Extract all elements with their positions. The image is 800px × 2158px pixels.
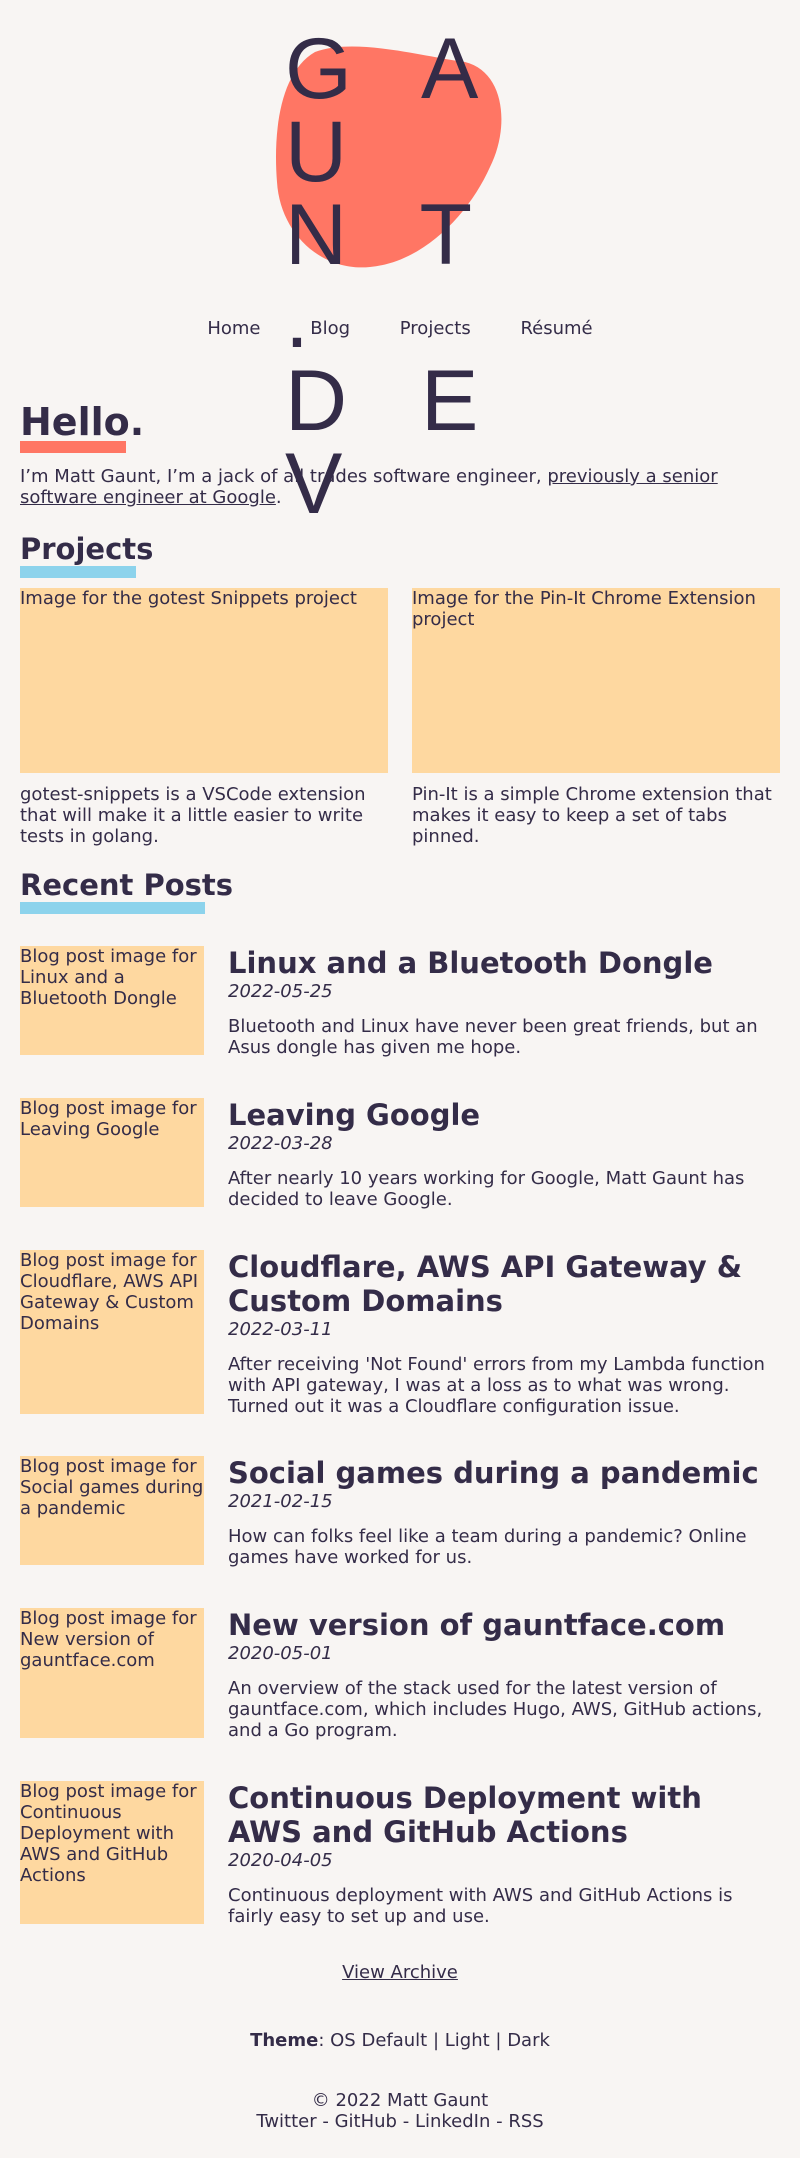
hello-heading: Hello. — [20, 400, 145, 444]
nav-resume[interactable]: Résumé — [520, 318, 593, 339]
post-title[interactable]: Leaving Google — [228, 1098, 481, 1132]
google-link[interactable]: previously a senior software engineer at… — [20, 466, 718, 508]
post-description: After nearly 10 years working for Google… — [228, 1168, 745, 1210]
theme-separator: | — [489, 2030, 508, 2051]
social-links: Twitter - GitHub - LinkedIn - RSS — [0, 2111, 800, 2132]
post-title[interactable]: Social games during a pandemic — [228, 1456, 759, 1490]
project-card[interactable]: Image for the Pin-It Chrome Extension pr… — [412, 588, 780, 847]
project-description: gotest-snippets is a VSCode extension th… — [20, 784, 366, 847]
post-description: An overview of the stack used for the la… — [228, 1678, 763, 1741]
logo-line-2: N T . — [285, 187, 496, 366]
post-date: 2020-05-01 — [228, 1643, 333, 1664]
projects-underline — [20, 566, 136, 578]
logo-line-3: D E V — [285, 353, 504, 532]
intro-end: . — [275, 487, 282, 508]
archive-section: View Archive — [0, 1962, 800, 1983]
site-footer: © 2022 Matt Gaunt Twitter - GitHub - Lin… — [0, 2090, 800, 2132]
github-link[interactable]: GitHub — [334, 2111, 397, 2132]
main-nav: Home Blog Projects Résumé — [0, 318, 800, 339]
post-title[interactable]: New version of gauntface.com — [228, 1608, 726, 1642]
logo-blob-shape — [275, 46, 502, 268]
hello-underline — [20, 441, 126, 453]
post-image[interactable]: Blog post image for Cloudflare, AWS API … — [20, 1250, 204, 1414]
twitter-link[interactable]: Twitter — [256, 2111, 317, 2132]
post-image[interactable]: Blog post image for Leaving Google — [20, 1098, 204, 1207]
post-title[interactable]: Continuous Deployment with AWS and GitHu… — [228, 1781, 702, 1849]
footer-separator: - — [490, 2111, 509, 2132]
footer-separator: - — [396, 2111, 415, 2132]
theme-label: Theme — [250, 2030, 319, 2051]
post-date: 2022-03-28 — [228, 1133, 333, 1154]
post-image[interactable]: Blog post image for New version of gaunt… — [20, 1608, 204, 1738]
nav-projects[interactable]: Projects — [399, 318, 471, 339]
view-archive-link[interactable]: View Archive — [342, 1962, 458, 1983]
footer-separator: - — [316, 2111, 335, 2132]
post-title[interactable]: Linux and a Bluetooth Dongle — [228, 946, 713, 980]
post-date: 2021-02-15 — [228, 1491, 333, 1512]
nav-home[interactable]: Home — [207, 318, 261, 339]
project-card[interactable]: Image for the gotest Snippets project go… — [20, 588, 388, 847]
project-image[interactable]: Image for the Pin-It Chrome Extension pr… — [412, 588, 780, 773]
theme-switcher: Theme: OS Default | Light | Dark — [0, 2030, 800, 2051]
post-body: Linux and a Bluetooth Dongle 2022-05-25 … — [228, 946, 780, 1058]
post-image[interactable]: Blog post image for Social games during … — [20, 1456, 204, 1565]
recent-posts-underline — [20, 902, 205, 914]
recent-posts-heading: Recent Posts — [20, 868, 234, 902]
project-image[interactable]: Image for the gotest Snippets project — [20, 588, 388, 773]
intro-text: I’m Matt Gaunt, I’m a jack of all trades… — [20, 466, 548, 487]
theme-option-dark[interactable]: Dark — [507, 2030, 550, 2051]
post-body: Leaving Google 2022-03-28 After nearly 1… — [228, 1098, 780, 1210]
logo-line-1: G A U — [285, 21, 499, 200]
post-body: Cloudflare, AWS API Gateway & Custom Dom… — [228, 1250, 780, 1417]
theme-colon: : — [318, 2030, 331, 2051]
intro-paragraph: I’m Matt Gaunt, I’m a jack of all trades… — [20, 466, 780, 508]
post-body: New version of gauntface.com 2020-05-01 … — [228, 1608, 780, 1741]
site-header: G A U N T . D E V — [0, 0, 800, 527]
post-description: Bluetooth and Linux have never been grea… — [228, 1016, 758, 1058]
post-date: 2020-04-05 — [228, 1850, 333, 1871]
theme-option-light[interactable]: Light — [444, 2030, 490, 2051]
project-description: Pin-It is a simple Chrome extension that… — [412, 784, 772, 847]
theme-separator: | — [427, 2030, 445, 2051]
post-body: Continuous Deployment with AWS and GitHu… — [228, 1781, 780, 1927]
nav-blog[interactable]: Blog — [310, 318, 351, 339]
site-logo[interactable]: G A U N T . D E V — [285, 21, 545, 532]
projects-heading: Projects — [20, 532, 154, 566]
post-image[interactable]: Blog post image for Continuous Deploymen… — [20, 1781, 204, 1924]
post-description: Continuous deployment with AWS and GitHu… — [228, 1885, 733, 1927]
theme-option-os-default[interactable]: OS Default — [330, 2030, 428, 2051]
linkedin-link[interactable]: LinkedIn — [414, 2111, 491, 2132]
post-description: How can folks feel like a team during a … — [228, 1526, 747, 1568]
post-title[interactable]: Cloudflare, AWS API Gateway & Custom Dom… — [228, 1250, 743, 1318]
post-body: Social games during a pandemic 2021-02-1… — [228, 1456, 780, 1568]
post-description: After receiving 'Not Found' errors from … — [228, 1354, 765, 1417]
post-date: 2022-03-11 — [228, 1319, 333, 1340]
post-date: 2022-05-25 — [228, 981, 333, 1002]
post-image[interactable]: Blog post image for Linux and a Bluetoot… — [20, 946, 204, 1055]
rss-link[interactable]: RSS — [508, 2111, 544, 2132]
copyright: © 2022 Matt Gaunt — [311, 2090, 489, 2111]
